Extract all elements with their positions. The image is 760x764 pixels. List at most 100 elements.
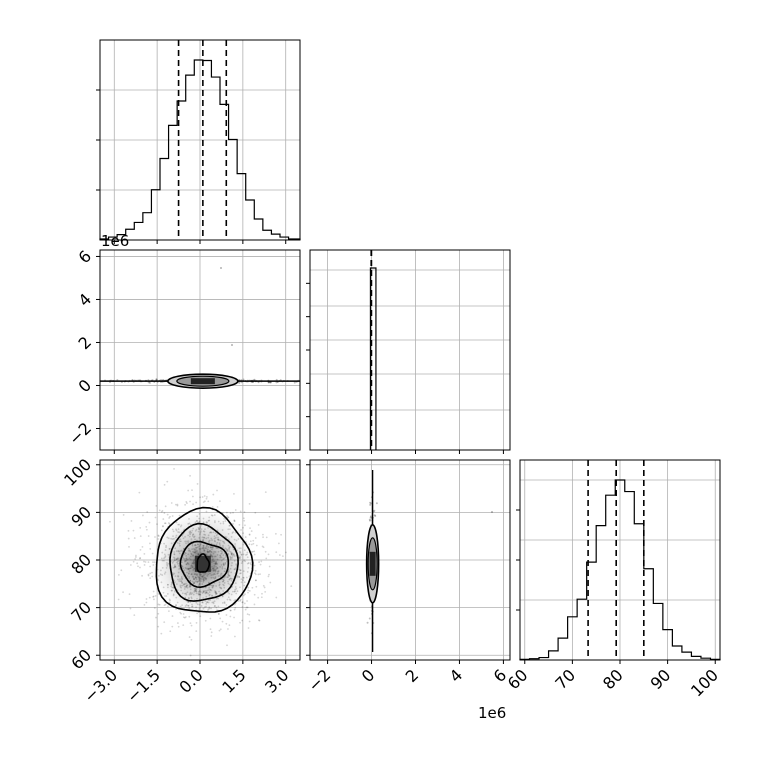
scatter-point [135, 554, 137, 557]
scatter-point [250, 530, 253, 532]
scatter-point [248, 502, 251, 505]
scatter-point [370, 502, 373, 505]
scatter-point [278, 554, 281, 556]
scatter-point [141, 574, 143, 577]
scatter-point [229, 512, 232, 515]
scatter-point [204, 500, 206, 503]
scatter-point [234, 509, 237, 511]
scatter-point [163, 522, 166, 525]
scatter-point [147, 561, 150, 564]
scatter-point [245, 606, 248, 609]
scatter-point [375, 502, 378, 505]
scatter-point [153, 598, 155, 601]
scatter-point [216, 489, 218, 492]
scatter-point [241, 601, 244, 604]
scatter-point [239, 621, 241, 624]
scatter-point [261, 545, 264, 548]
scatter-point [188, 636, 191, 638]
scatter-point [147, 574, 150, 577]
scatter-point [275, 378, 278, 381]
scatter-point [259, 563, 262, 566]
scatter-point [233, 635, 236, 638]
scatter-point [182, 616, 185, 619]
scatter-point [127, 537, 130, 540]
scatter-point [158, 509, 161, 512]
scatter-point [369, 519, 372, 522]
scatter-point [264, 550, 267, 553]
scatter-point [228, 624, 231, 627]
hist-p2-x-tick-label: 60 [504, 665, 532, 693]
scatter-point [368, 617, 371, 620]
scatter-p0-p2-x-tick-label: −3.0 [80, 665, 121, 706]
scatter-point [274, 532, 277, 535]
scatter-p0-p2-y-tick-label: 70 [67, 598, 95, 626]
scatter-point [188, 615, 191, 618]
scatter-point [241, 619, 244, 622]
scatter-point [72, 380, 74, 382]
scatter-p0-p2-x-tick-label: 3.0 [261, 665, 292, 696]
scatter-point [109, 520, 111, 523]
scatter-point [303, 380, 305, 382]
scatter-point [97, 567, 99, 569]
scatter-point [260, 560, 263, 563]
scatter-point [195, 630, 198, 633]
scatter-point [264, 491, 267, 494]
scatter-p0-p2-y-tick-label: 60 [67, 645, 95, 673]
scatter-point [149, 548, 152, 550]
scatter-point [199, 496, 202, 499]
scatter-point [187, 489, 190, 492]
scatter-point [134, 558, 137, 560]
scatter-point [148, 596, 151, 599]
scatter-point [255, 585, 258, 588]
scatter-point [253, 593, 256, 596]
scatter-point [176, 622, 179, 624]
scatter-point [122, 514, 125, 516]
scatter-point [246, 600, 248, 602]
scatter-point [145, 525, 148, 528]
scatter-point [225, 622, 228, 625]
scatter-point [246, 606, 249, 609]
scatter-point [254, 573, 257, 576]
scatter-point [149, 577, 152, 580]
scatter-point [146, 511, 149, 513]
scatter-point [242, 378, 245, 381]
scatter-point [251, 586, 254, 589]
scatter-point [141, 514, 144, 517]
scatter-point [248, 533, 251, 536]
scatter-point [135, 556, 137, 558]
scatter-point [269, 581, 272, 584]
scatter-point [164, 505, 167, 508]
scatter-point [175, 503, 177, 506]
scatter-point [241, 606, 244, 608]
scatter-point [147, 573, 150, 576]
scatter-point [253, 378, 256, 381]
scatter-point [189, 622, 192, 625]
scatter-point [164, 603, 167, 606]
scatter-point [176, 504, 179, 507]
scatter-p0-p2-x-tick-label: 0.0 [175, 665, 206, 696]
scatter-point [243, 602, 246, 605]
scatter-point [225, 511, 228, 514]
scatter-point [155, 504, 158, 507]
scatter-point [205, 496, 208, 498]
scatter-point [369, 503, 372, 506]
scatter-p0-p1-y-tick-label: 0 [75, 376, 96, 397]
scatter-point [233, 492, 235, 495]
scatter-point [192, 503, 194, 506]
scatter-point [160, 632, 163, 635]
scatter-point [132, 560, 135, 563]
scatter-point [129, 564, 132, 566]
scatter-point [207, 500, 210, 503]
scatter-p1-p2-grid [310, 460, 510, 660]
scatter-point [161, 509, 164, 512]
scatter-point [149, 572, 152, 575]
scatter-point [258, 619, 261, 622]
scatter-p0-p1-y-tick-label: 2 [75, 333, 96, 354]
scatter-point [252, 539, 255, 542]
scatter-point [143, 603, 146, 606]
scatter-point [139, 557, 142, 559]
scatter-point [226, 644, 228, 647]
scatter-p1-p2-density [365, 470, 493, 652]
scatter-point [155, 378, 158, 381]
